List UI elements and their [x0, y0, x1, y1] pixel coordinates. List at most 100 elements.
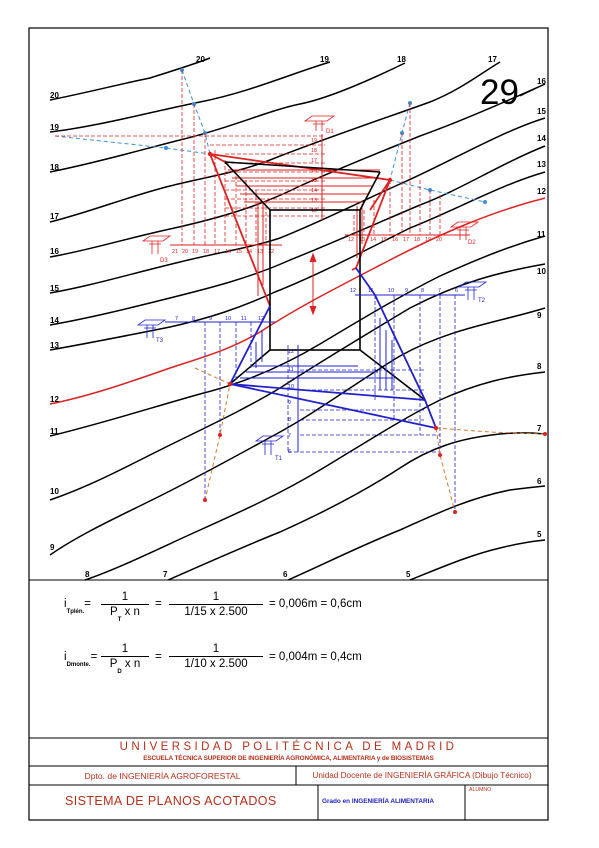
slope-arrow: [309, 252, 317, 316]
contour-14: [49, 145, 546, 326]
svg-text:7: 7: [175, 316, 178, 322]
unit-name: Unidad Docente de INGENIERÍA GRÁFICA (Di…: [312, 771, 532, 780]
svg-text:19: 19: [311, 138, 317, 144]
formula-2-lhs: iDmonte.=: [64, 651, 98, 668]
left-label-12: 12: [50, 395, 59, 404]
svg-text:20: 20: [436, 237, 442, 243]
left-label-19: 19: [50, 123, 59, 132]
svg-text:T2: T2: [478, 298, 486, 304]
svg-text:19: 19: [425, 237, 431, 243]
degree-name: Grado en INGENIERÍA ALIMENTARIA: [322, 798, 434, 805]
right-label-14: 14: [537, 134, 546, 143]
bottom-label-6: 6: [283, 570, 288, 579]
formula-1-fraction-a: 1 PT x n: [101, 591, 149, 623]
svg-text:18: 18: [311, 148, 317, 154]
formula-2-equals: =: [155, 651, 162, 663]
svg-text:T1: T1: [275, 456, 283, 462]
svg-text:21: 21: [172, 249, 178, 255]
station-t3: T3: [136, 319, 167, 344]
svg-text:17: 17: [311, 158, 317, 164]
svg-text:16: 16: [225, 249, 231, 255]
unit-cell: Unidad Docente de INGENIERÍA GRÁFICA (Di…: [296, 766, 548, 785]
student-label: ALUMNO:: [469, 787, 493, 793]
contour-5: [409, 539, 546, 581]
degree-cell: Grado en INGENIERÍA ALIMENTARIA: [318, 785, 465, 820]
right-label-8: 8: [537, 362, 542, 371]
svg-text:14: 14: [311, 188, 317, 194]
contour-6: [287, 485, 546, 581]
bottom-label-7: 7: [163, 570, 168, 579]
svg-text:12: 12: [311, 208, 317, 214]
student-cell[interactable]: ALUMNO:: [465, 785, 548, 820]
top-label-17: 17: [488, 55, 497, 64]
formula-2-fraction-b: 1 1/10 x 2.500: [169, 643, 263, 670]
svg-text:14: 14: [370, 237, 376, 243]
svg-text:9: 9: [288, 400, 291, 406]
svg-text:8: 8: [288, 417, 291, 423]
sheet-frame: [28, 27, 549, 821]
svg-text:6: 6: [288, 449, 291, 455]
right-label-5: 5: [537, 530, 542, 539]
subject-cell: SISTEMA DE PLANOS ACOTADOS: [29, 785, 318, 820]
department-name: Dpto. de INGENIERÍA AGROFORESTAL: [84, 771, 241, 781]
left-label-14: 14: [50, 316, 59, 325]
left-label-17: 17: [50, 212, 59, 221]
svg-text:13: 13: [257, 249, 263, 255]
station-d2: D2: [449, 221, 480, 246]
title-block: UNIVERSIDAD POLITÉCNICA DE MADRID ESCUEL…: [29, 738, 548, 820]
svg-text:15: 15: [381, 237, 387, 243]
right-label-12: 12: [537, 187, 546, 196]
contour-7: [167, 432, 546, 581]
svg-text:D2: D2: [468, 240, 476, 246]
station-d3: D3: [141, 235, 172, 264]
svg-text:17: 17: [403, 237, 409, 243]
svg-text:8: 8: [421, 288, 424, 294]
lower-control-points: [203, 151, 547, 514]
svg-text:20: 20: [182, 249, 188, 255]
contour-labels: 20 19 18 17 16 15 14 13 12 11 10 9 8 20 …: [50, 55, 546, 579]
lower-blue-cut: [228, 267, 437, 429]
contour-11: [49, 235, 546, 437]
university-name: UNIVERSIDAD POLITÉCNICA DE MADRID: [119, 741, 458, 753]
right-label-13: 13: [537, 160, 546, 169]
right-label-15: 15: [537, 107, 546, 116]
left-label-20: 20: [50, 91, 59, 100]
department-cell: Dpto. de INGENIERÍA AGROFORESTAL: [29, 766, 296, 785]
contour-13: [49, 171, 546, 351]
left-label-11: 11: [50, 427, 59, 436]
station-t2: T2: [457, 281, 488, 304]
svg-text:19: 19: [192, 249, 198, 255]
formula-2-fraction-a: 1 PD x n: [101, 643, 149, 675]
school-name: ESCUELA TÉCNICA SUPERIOR DE INGENIERÍA A…: [143, 755, 434, 762]
right-label-10: 10: [537, 267, 546, 276]
svg-text:7: 7: [288, 433, 291, 439]
svg-text:16: 16: [311, 168, 317, 174]
svg-text:D3: D3: [160, 258, 168, 264]
formula-2-result: = 0,004m = 0,4cm: [269, 651, 362, 663]
svg-text:12: 12: [350, 288, 356, 294]
contour-19: [49, 61, 331, 133]
svg-text:7: 7: [438, 288, 441, 294]
left-label-18: 18: [50, 163, 59, 172]
svg-text:16: 16: [392, 237, 398, 243]
right-label-11: 11: [537, 230, 546, 239]
sheet-number: 29: [480, 73, 519, 112]
station-t1: T1: [254, 435, 285, 462]
svg-text:10: 10: [388, 288, 394, 294]
contour-8: [84, 371, 546, 581]
left-label-16: 16: [50, 247, 59, 256]
svg-text:13: 13: [311, 198, 317, 204]
contour-18: [49, 62, 406, 173]
left-label-15: 15: [50, 284, 59, 293]
formula-1-lhs: iTplén.=: [64, 598, 91, 615]
lower-orange-lines: [194, 367, 546, 513]
lower-blue-hachures: [240, 318, 396, 390]
subject-title: SISTEMA DE PLANOS ACOTADOS: [65, 794, 277, 808]
lower-blue-dashed-lines: [204, 295, 456, 512]
svg-text:T3: T3: [156, 338, 164, 344]
formula-1-result: = 0,006m = 0,6cm: [269, 598, 362, 610]
svg-text:18: 18: [414, 237, 420, 243]
svg-text:8: 8: [192, 316, 195, 322]
right-label-9: 9: [537, 311, 542, 320]
svg-text:12: 12: [258, 316, 264, 322]
